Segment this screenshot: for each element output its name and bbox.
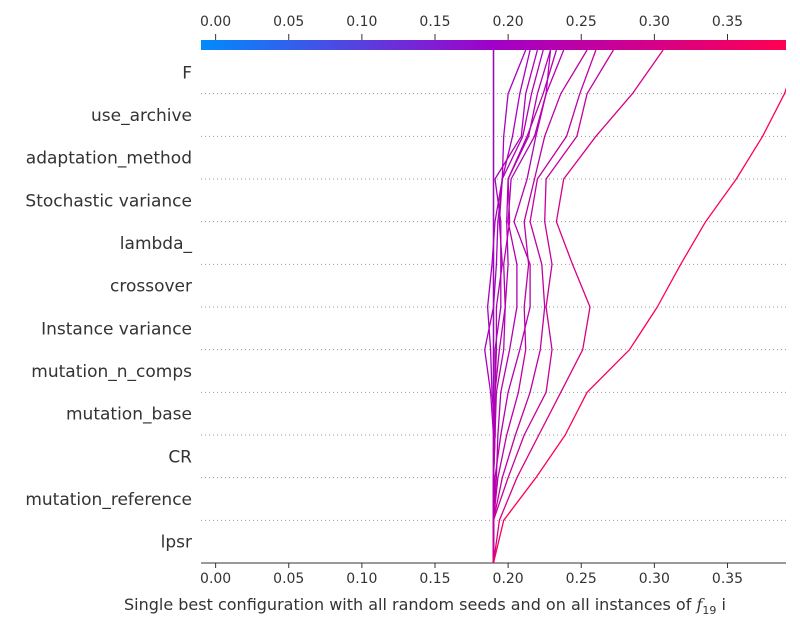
feature-label: lambda_	[120, 234, 193, 254]
top-tick-label: 0.15	[419, 14, 450, 30]
decision-line	[492, 49, 565, 563]
feature-label: mutation_base	[66, 405, 192, 425]
feature-label: crossover	[110, 277, 192, 297]
bottom-tick-label: 0.20	[493, 571, 524, 587]
feature-label: CR	[168, 447, 192, 467]
feature-label: lpsr	[161, 533, 192, 553]
bottom-tick-label: 0.25	[566, 571, 597, 587]
decision-line	[492, 49, 664, 564]
bottom-tick-label: 0.05	[273, 571, 304, 587]
bottom-tick-label: 0.30	[639, 571, 670, 587]
feature-label: mutation_n_comps	[31, 362, 192, 382]
decision-line	[492, 49, 552, 563]
bottom-tick-label: 0.10	[346, 571, 377, 587]
top-tick-label: 0.25	[566, 14, 597, 30]
feature-label: F	[182, 63, 192, 83]
feature-label: Instance variance	[41, 319, 192, 339]
feature-label: mutation_reference	[25, 490, 192, 510]
bottom-x-axis: 0.00 0.05 0.10 0.15 0.20 0.25 0.30 0.35	[200, 562, 786, 587]
top-tick-label: 0.20	[493, 14, 524, 30]
x-axis-label: Single best configuration with all rando…	[124, 595, 726, 617]
decision-line	[492, 49, 597, 563]
top-tick-label: 0.10	[346, 14, 377, 30]
decision-line	[492, 49, 588, 563]
top-tick-label: 0.35	[712, 14, 743, 30]
top-x-axis: 0.00 0.05 0.10 0.15 0.20 0.25 0.30 0.35	[200, 14, 743, 40]
top-tick-label: 0.05	[273, 14, 304, 30]
decision-line	[492, 87, 786, 564]
bottom-tick-label: 0.00	[200, 571, 231, 587]
top-tick-label: 0.00	[200, 14, 231, 30]
feature-label: use_archive	[91, 106, 192, 126]
decision-lines	[484, 49, 786, 564]
decision-line	[492, 49, 614, 563]
feature-label: Stochastic variance	[25, 191, 192, 211]
bottom-tick-label: 0.35	[712, 571, 743, 587]
top-tick-label: 0.30	[639, 14, 670, 30]
bottom-tick-label: 0.15	[419, 571, 450, 587]
decision-line	[492, 49, 558, 563]
color-bar	[201, 40, 786, 50]
feature-label: adaptation_method	[26, 149, 192, 169]
